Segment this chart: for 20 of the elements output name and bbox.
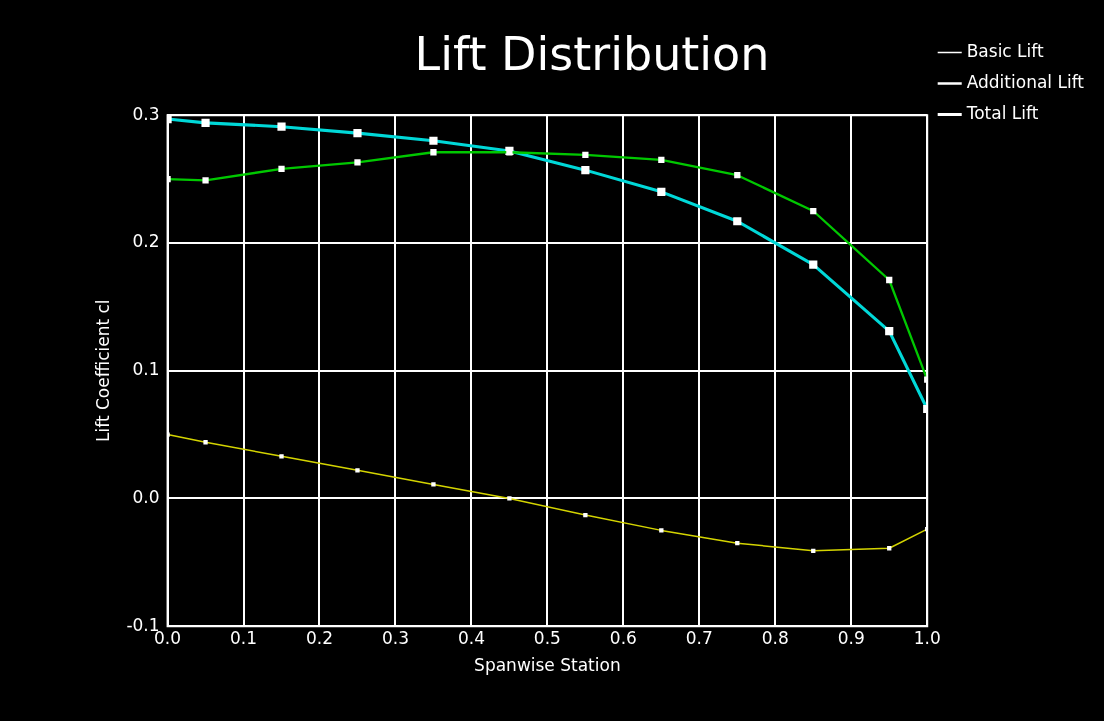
x-tick-label: 0.9 [837, 627, 865, 648]
x-tick-label: 0.6 [609, 627, 637, 648]
x-tick-label: 0.2 [305, 627, 334, 648]
x-tick-label: 0.1 [230, 627, 258, 648]
legend-label: Additional Lift [966, 71, 1085, 92]
legend-label: Total Lift [965, 102, 1039, 123]
x-tick-label: 0.4 [457, 627, 485, 648]
x-tick-label: 0.5 [533, 627, 561, 648]
y-tick-label: 0.0 [132, 486, 160, 507]
x-tick-label: 0.3 [381, 627, 409, 648]
y-tick-label: 0.2 [132, 231, 160, 252]
chart-title: Lift Distribution [414, 26, 770, 81]
legend-label: Basic Lift [966, 40, 1044, 61]
y-tick-label: 0.1 [132, 359, 160, 380]
x-axis-title: Spanwise Station [474, 655, 621, 676]
y-axis-title: Lift Coefficient cl [92, 299, 113, 442]
y-tick-label: 0.3 [132, 103, 160, 124]
x-tick-label: 1.0 [913, 627, 941, 648]
x-tick-label: 0.8 [761, 627, 789, 648]
x-tick-label: 0.7 [685, 627, 713, 648]
